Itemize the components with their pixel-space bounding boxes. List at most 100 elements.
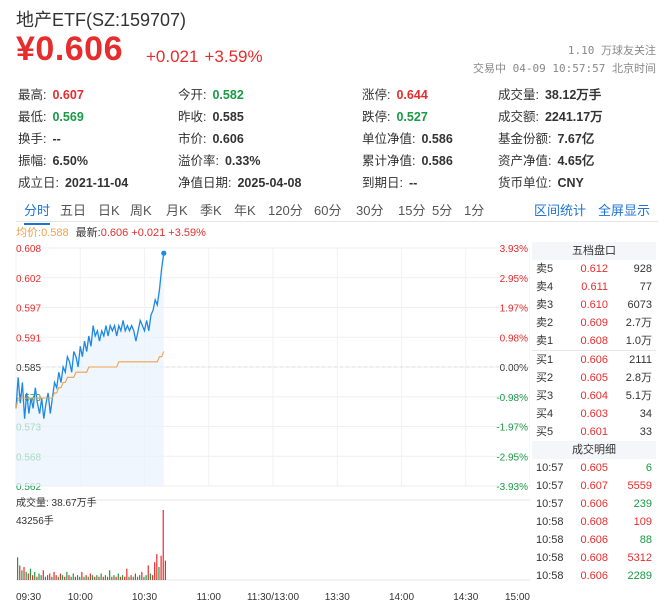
price-axis-label: 0.562 xyxy=(16,482,41,493)
volume-bar xyxy=(111,576,113,580)
fullscreen-link[interactable]: 全屏显示 xyxy=(598,203,651,218)
tab-period[interactable]: 30分 xyxy=(356,203,384,218)
volume-bar xyxy=(162,510,164,580)
range-stats-link[interactable]: 区间统计 xyxy=(534,203,587,218)
row-volume: 5.1万 xyxy=(625,390,652,402)
row-label: 10:58 xyxy=(536,516,564,528)
tab-period[interactable]: 季K xyxy=(200,203,222,218)
followers-count[interactable]: 1.10 万球友关注 xyxy=(567,44,656,57)
row-price: 0.608 xyxy=(580,516,608,528)
stat-item: 资产净值: 4.65亿 xyxy=(498,150,594,169)
row-price: 0.609 xyxy=(580,317,608,329)
period-tabs: 分时 五日 日K 周K 月K 季K 年K 120分 60分 30分 15分 5分 1分 区间统计 全屏显示 xyxy=(16,196,658,225)
row-price: 0.606 xyxy=(580,498,608,510)
stat-label: 资产净值: xyxy=(498,154,552,168)
tab-period[interactable]: 五日 xyxy=(60,203,87,218)
tab-period[interactable]: 5分 xyxy=(432,203,453,218)
stat-label: 最高: xyxy=(18,88,47,102)
volume-bar xyxy=(115,576,117,580)
tab-period[interactable]: 120分 xyxy=(268,203,303,218)
row-volume: 2289 xyxy=(627,570,652,582)
time-axis-label: 14:30 xyxy=(453,592,478,603)
time-axis-label: 10:30 xyxy=(132,592,157,603)
volume-bar xyxy=(156,554,158,580)
time-axis-label: 11:00 xyxy=(197,592,222,603)
stat-value: 0.606 xyxy=(212,132,244,146)
time-axis-label: 14:00 xyxy=(389,592,414,603)
volume-bar xyxy=(59,573,62,580)
volume-bar xyxy=(136,576,139,580)
tab-period[interactable]: 年K xyxy=(234,203,256,218)
volume-bar xyxy=(81,571,83,580)
volume-bar xyxy=(91,575,94,580)
row-price: 0.612 xyxy=(580,263,608,275)
volume-bar xyxy=(113,575,115,580)
row-price: 0.607 xyxy=(580,480,608,492)
stat-label: 市价: xyxy=(178,132,207,146)
order-book-row: 10:58 0.606 88 xyxy=(532,531,656,549)
row-price: 0.605 xyxy=(580,462,608,474)
tab-period[interactable]: 1分 xyxy=(464,203,485,218)
volume-bar xyxy=(121,575,124,580)
volume-bar xyxy=(57,576,59,580)
latest-price-label: 最新:0.606 +0.021 +3.59% xyxy=(75,227,206,239)
tab-period[interactable]: 日K xyxy=(98,203,120,218)
stat-label: 振幅: xyxy=(18,154,47,168)
stat-label: 成交量: xyxy=(498,88,539,102)
stat-label: 成立日: xyxy=(18,176,59,190)
row-label: 买1 xyxy=(536,354,554,366)
tab-period[interactable]: 月K xyxy=(166,203,188,218)
volume-bar xyxy=(49,573,51,580)
tab-period[interactable]: 15分 xyxy=(398,203,426,218)
avg-price-label: 均价:0.588 xyxy=(16,227,69,239)
volume-bar xyxy=(98,576,100,580)
volume-bar xyxy=(38,573,40,580)
price-line xyxy=(15,253,165,419)
chart-legend: 均价:0.588 最新:0.606 +0.021 +3.59% xyxy=(16,224,206,240)
order-book-row: 卖4 0.611 77 xyxy=(532,278,656,296)
volume-bar xyxy=(151,575,154,580)
row-volume: 77 xyxy=(639,281,652,293)
volume-bar xyxy=(106,576,109,580)
row-label: 10:58 xyxy=(536,534,564,546)
stat-value: 0.582 xyxy=(212,88,244,102)
row-label: 10:57 xyxy=(536,480,564,492)
row-volume: 6 xyxy=(645,462,652,474)
volume-bar xyxy=(96,575,98,580)
volume-bar xyxy=(85,575,87,580)
volume-bar xyxy=(102,576,104,580)
pct-axis-label: 3.93% xyxy=(500,244,528,255)
tab-period[interactable]: 60分 xyxy=(314,203,342,218)
volume-bar xyxy=(51,576,53,580)
tab-period[interactable]: 周K xyxy=(130,203,152,218)
stat-item: 市价: 0.606 xyxy=(178,128,244,147)
row-volume: 928 xyxy=(633,263,652,275)
volume-bar xyxy=(42,570,44,580)
time-axis-label: 13:30 xyxy=(325,592,350,603)
row-price: 0.601 xyxy=(580,426,608,438)
row-volume: 5312 xyxy=(627,552,652,564)
volume-bar xyxy=(40,575,42,580)
row-volume: 88 xyxy=(639,534,652,546)
volume-bar xyxy=(139,575,141,580)
pct-axis-label: 2.95% xyxy=(500,274,528,285)
volume-bar xyxy=(79,576,81,580)
volume-bar xyxy=(29,568,32,580)
volume-bar xyxy=(83,576,85,580)
tab-period[interactable]: 分时 xyxy=(24,200,51,225)
stats-row: 成立日: 2021-11-04 净值日期: 2025-04-08 到期日: -- 货币单位:… xyxy=(18,172,658,194)
volume-bar xyxy=(143,576,145,580)
time-axis-label: 09:30 xyxy=(16,592,41,603)
stat-item: 货币单位: CNY xyxy=(498,172,584,191)
time-axis-label: 11:30/13:00 xyxy=(247,592,300,603)
stat-value: 0.586 xyxy=(421,132,453,146)
row-volume: 34 xyxy=(639,408,652,420)
stat-item: 涨停: 0.644 xyxy=(362,84,428,103)
volume-bar xyxy=(72,573,74,580)
stat-label: 涨停: xyxy=(362,88,391,102)
intraday-chart[interactable]: 0.608 3.93% 0.602 2.95% 0.597 1.97% 0.591 0.98%… xyxy=(0,240,530,615)
volume-bar xyxy=(124,576,126,580)
volume-bar xyxy=(31,575,34,580)
volume-bar xyxy=(141,571,143,580)
volume-bar xyxy=(36,576,38,580)
